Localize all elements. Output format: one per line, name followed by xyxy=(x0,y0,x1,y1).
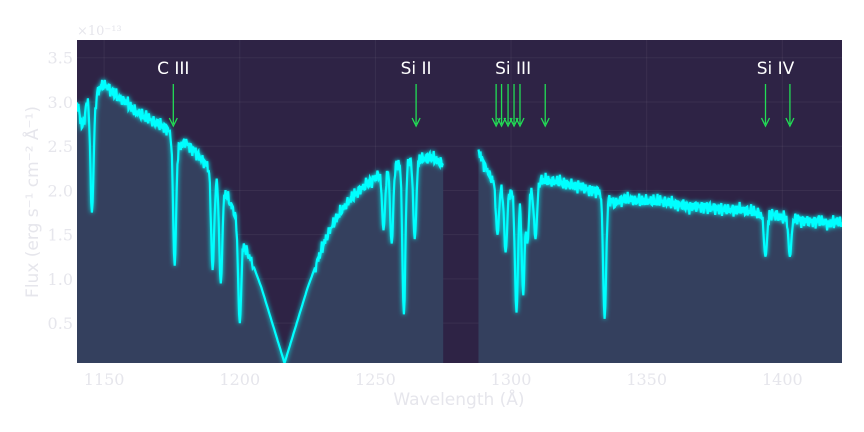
y-tick-label: 3.5 xyxy=(48,49,73,68)
line-marker-group: Si II xyxy=(401,59,432,128)
line-marker-group: Si IV xyxy=(757,59,795,128)
x-tick-label: 1150 xyxy=(84,370,125,389)
spectrum-line-segment-2 xyxy=(477,149,842,319)
marker-label: C III xyxy=(157,59,189,79)
y-tick-label: 0.5 xyxy=(48,314,73,333)
x-tick-label: 1350 xyxy=(626,370,667,389)
marker-arrow-head xyxy=(168,117,178,128)
line-marker-group: Si III xyxy=(491,59,550,128)
x-tick-label: 1250 xyxy=(355,370,396,389)
spectrum-area-segment-2 xyxy=(478,149,842,363)
marker-label: Si III xyxy=(495,59,531,79)
marker-arrow-head xyxy=(411,117,421,128)
marker-arrow-head xyxy=(496,117,507,128)
x-axis-label: Wavelength (Å) xyxy=(393,388,524,410)
y-tick-label: 2.0 xyxy=(48,181,73,200)
x-tick-label: 1300 xyxy=(491,370,532,389)
marker-arrow-head xyxy=(785,117,795,128)
marker-label: Si IV xyxy=(757,59,795,79)
x-tick-label: 1200 xyxy=(219,370,260,389)
marker-arrow-head xyxy=(515,117,525,128)
y-tick-label: 3.0 xyxy=(48,93,73,112)
x-tick-label: 1400 xyxy=(762,370,803,389)
spectrum-area-segment-1 xyxy=(77,79,444,363)
spectrum-line-segment-1 xyxy=(77,79,444,363)
series-line-layer xyxy=(77,79,842,363)
y-exponent-label: ×10⁻¹³ xyxy=(77,24,122,39)
y-tick-label: 1.0 xyxy=(48,270,73,289)
tick-labels-layer: 1150 1200 1250 1300 1350 1400 0.5 1.0 1.5 2.0 2.5 3… xyxy=(48,49,803,389)
line-marker-layer: C III Si II Si III Si IV xyxy=(157,59,795,128)
marker-arrow-head xyxy=(540,117,550,128)
line-marker-group: C III xyxy=(157,59,189,128)
y-axis-label: Flux (erg s⁻¹ cm⁻² Å⁻¹) xyxy=(21,106,43,298)
marker-arrow-head xyxy=(760,117,771,128)
y-tick-label: 1.5 xyxy=(48,226,73,245)
y-tick-label: 2.5 xyxy=(48,137,73,156)
marker-label: Si II xyxy=(401,59,432,79)
area-fill-layer xyxy=(77,79,842,363)
